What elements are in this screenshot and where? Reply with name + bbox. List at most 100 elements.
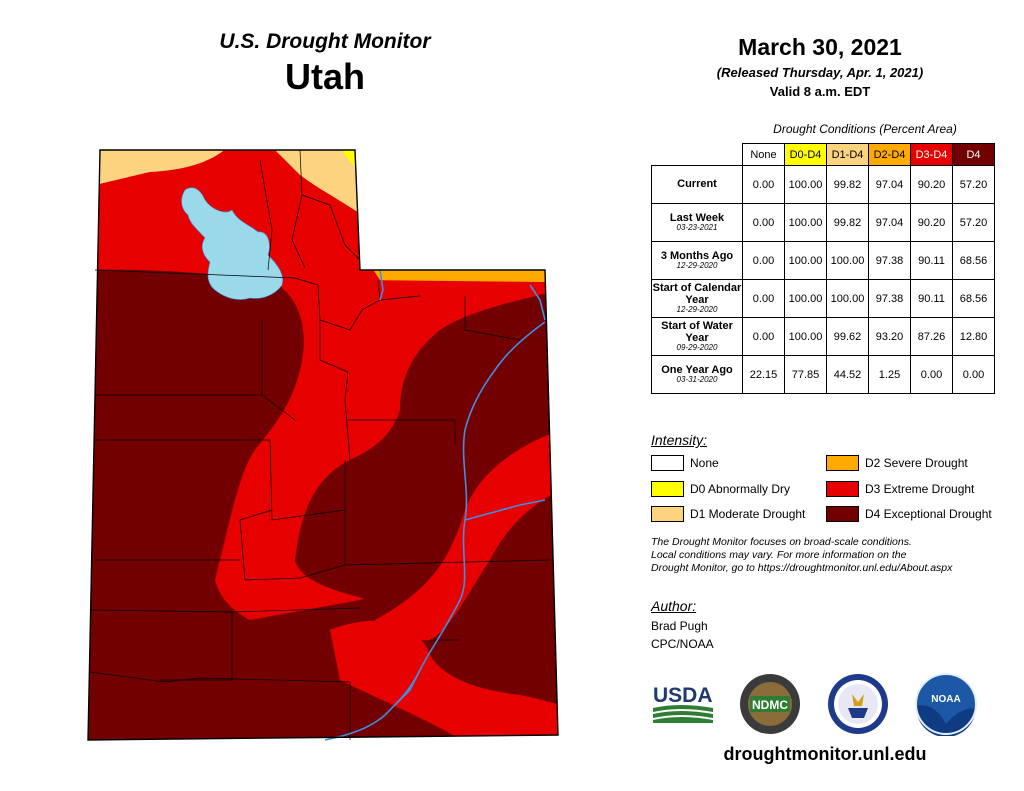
ndmc-logo: NDMC [740, 674, 800, 734]
row-label: Current [651, 165, 743, 204]
table-cell: 0.00 [952, 355, 995, 394]
legend-swatch [826, 481, 859, 497]
row-date: 12-29-2020 [676, 305, 718, 315]
author-name: Brad Pugh [651, 619, 708, 633]
doc-seal-logo [828, 674, 888, 734]
table-cell: 68.56 [952, 241, 995, 280]
disclaimer-note: The Drought Monitor focuses on broad-sca… [651, 536, 1011, 575]
row-label: Start of Calendar Year 12-29-2020 [651, 279, 743, 318]
table-cell: 44.52 [826, 355, 869, 394]
d1-moderate-area-ne [270, 150, 362, 215]
d4-exceptional-east [295, 290, 558, 700]
table-cell: 0.00 [742, 165, 785, 204]
release-date: (Released Thursday, Apr. 1, 2021) [716, 65, 924, 80]
row-label-text: One Year Ago [661, 364, 733, 377]
row-label: Start of Water Year 09-29-2020 [651, 317, 743, 356]
intensity-title: Intensity: [651, 432, 708, 448]
table-cell: 100.00 [826, 241, 869, 280]
table-row: One Year Ago 03-31-2020 22.15 77.85 44.52 1.2… [651, 355, 995, 394]
table-cell: 100.00 [784, 203, 827, 242]
map-title-block: U.S. Drought Monitor Utah [150, 30, 500, 98]
great-salt-lake [181, 187, 283, 300]
table-cell: 90.11 [910, 241, 953, 280]
table-cell: 0.00 [742, 241, 785, 280]
legend-item: None [651, 455, 719, 471]
row-label-text: Start of Calendar Year [652, 282, 742, 307]
col-d3-d4: D3-D4 [910, 143, 953, 166]
legend-item: D0 Abnormally Dry [651, 481, 790, 497]
row-label-text: Current [677, 178, 717, 191]
table-row: Start of Calendar Year 12-29-2020 0.00 100.… [651, 279, 995, 318]
ndmc-logo-text: NDMC [752, 698, 788, 712]
website-link[interactable]: droughtmonitor.unl.edu [723, 744, 927, 764]
usda-logo-text: USDA [653, 684, 713, 707]
d3-eastern-tongue [375, 430, 558, 640]
table-cell: 0.00 [742, 279, 785, 318]
row-label-text: Last Week [669, 212, 725, 225]
table-cell: 57.20 [952, 203, 995, 242]
legend-label: D0 Abnormally Dry [690, 482, 791, 496]
table-cell: 100.00 [784, 317, 827, 356]
note-line-3: Drought Monitor, go to https://droughtmo… [651, 562, 953, 575]
row-label: Last Week 03-23-2021 [651, 203, 743, 242]
legend-label: None [690, 456, 719, 470]
col-d0-d4: D0-D4 [784, 143, 827, 166]
legend-swatch [826, 506, 859, 522]
table-cell: 97.38 [868, 279, 911, 318]
author-title: Author: [651, 598, 697, 614]
note-line-1: The Drought Monitor focuses on broad-sca… [651, 536, 912, 548]
d3-southern-lobe [330, 620, 558, 740]
legend-item: D2 Severe Drought [826, 455, 968, 471]
legend-swatch [826, 455, 859, 471]
col-d2-d4: D2-D4 [868, 143, 911, 166]
table-cell: 99.82 [826, 165, 869, 204]
col-d4: D4 [952, 143, 995, 166]
county-boundaries [89, 149, 551, 740]
table-cell: 99.62 [826, 317, 869, 356]
table-cell: 100.00 [826, 279, 869, 318]
col-none: None [742, 143, 785, 166]
legend-swatch [651, 506, 684, 522]
table-cell: 90.20 [910, 203, 953, 242]
table-cell: 0.00 [742, 317, 785, 356]
map-date: March 30, 2021 [738, 34, 902, 60]
table-cell: 77.85 [784, 355, 827, 394]
row-date: 03-31-2020 [676, 375, 718, 385]
row-date: 03-23-2021 [676, 223, 718, 233]
legend-item: D1 Moderate Drought [651, 506, 805, 522]
table-cell: 97.38 [868, 241, 911, 280]
table-cell: 97.04 [868, 165, 911, 204]
table-row: 3 Months Ago 12-29-2020 0.00 100.00 100.00 97… [651, 241, 995, 280]
row-date: 09-29-2020 [676, 343, 718, 353]
legend-label: D4 Exceptional Drought [865, 507, 992, 521]
valid-time: Valid 8 a.m. EDT [769, 84, 871, 99]
legend-item: D3 Extreme Drought [826, 481, 974, 497]
table-cell: 87.26 [910, 317, 953, 356]
author-org: CPC/NOAA [651, 637, 714, 651]
table-cell: 1.25 [868, 355, 911, 394]
map-supertitle: U.S. Drought Monitor [219, 30, 431, 53]
legend-swatch [651, 455, 684, 471]
noaa-logo-text: NOAA [931, 694, 960, 705]
table-row: Last Week 03-23-2021 0.00 100.00 99.82 97.04 9… [651, 203, 995, 242]
d1-moderate-area [95, 150, 230, 185]
table-cell: 100.00 [784, 279, 827, 318]
map-state-title: Utah [285, 56, 365, 97]
table-row: Current 0.00 100.00 99.82 97.04 90.20 57.20 [651, 165, 995, 204]
table-cell: 68.56 [952, 279, 995, 318]
table-row: Start of Water Year 09-29-2020 0.00 100.00 9… [651, 317, 995, 356]
utah-drought-map [87, 149, 559, 741]
usda-logo: USDA [653, 684, 713, 723]
date-block: March 30, 2021 (Released Thursday, Apr. … [650, 34, 990, 99]
table-cell: 0.00 [910, 355, 953, 394]
table-cell: 57.20 [952, 165, 995, 204]
legend-label: D1 Moderate Drought [690, 507, 806, 521]
legend-label: D3 Extreme Drought [865, 482, 975, 496]
table-cell: 90.11 [910, 279, 953, 318]
table-cell: 99.82 [826, 203, 869, 242]
table-cell: 100.00 [784, 165, 827, 204]
drought-areas [88, 150, 558, 740]
table-cell: 93.20 [868, 317, 911, 356]
row-label: One Year Ago 03-31-2020 [651, 355, 743, 394]
table-cell: 100.00 [784, 241, 827, 280]
